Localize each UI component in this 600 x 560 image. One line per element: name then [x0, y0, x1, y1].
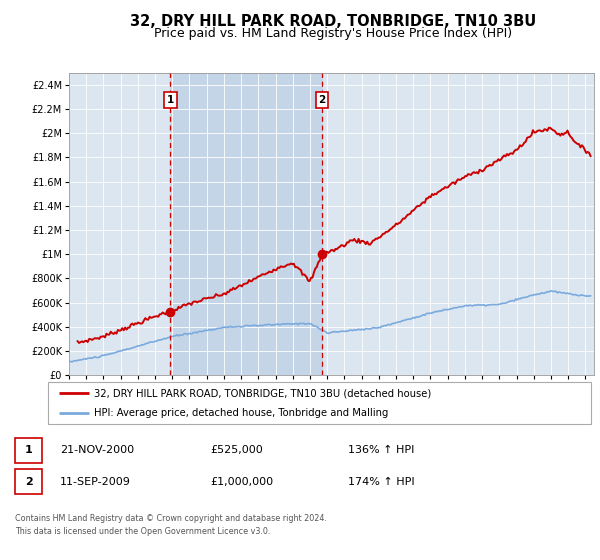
Text: Price paid vs. HM Land Registry's House Price Index (HPI): Price paid vs. HM Land Registry's House …	[154, 27, 512, 40]
Text: 1: 1	[25, 445, 32, 455]
Text: 32, DRY HILL PARK ROAD, TONBRIDGE, TN10 3BU (detached house): 32, DRY HILL PARK ROAD, TONBRIDGE, TN10 …	[94, 388, 431, 398]
Text: 2: 2	[25, 477, 32, 487]
Text: £1,000,000: £1,000,000	[210, 477, 273, 487]
Text: Contains HM Land Registry data © Crown copyright and database right 2024.
This d: Contains HM Land Registry data © Crown c…	[15, 514, 327, 535]
Text: £525,000: £525,000	[210, 445, 263, 455]
Text: 21-NOV-2000: 21-NOV-2000	[60, 445, 134, 455]
FancyBboxPatch shape	[48, 382, 591, 424]
Bar	[170, 73, 322, 375]
Text: 2: 2	[319, 95, 326, 105]
Text: 32, DRY HILL PARK ROAD, TONBRIDGE, TN10 3BU: 32, DRY HILL PARK ROAD, TONBRIDGE, TN10 …	[130, 14, 536, 29]
FancyBboxPatch shape	[15, 469, 42, 494]
Text: 136% ↑ HPI: 136% ↑ HPI	[348, 445, 415, 455]
Text: HPI: Average price, detached house, Tonbridge and Malling: HPI: Average price, detached house, Tonb…	[94, 408, 389, 418]
Text: 1: 1	[167, 95, 174, 105]
Text: 174% ↑ HPI: 174% ↑ HPI	[348, 477, 415, 487]
Text: 11-SEP-2009: 11-SEP-2009	[60, 477, 131, 487]
FancyBboxPatch shape	[15, 438, 42, 463]
